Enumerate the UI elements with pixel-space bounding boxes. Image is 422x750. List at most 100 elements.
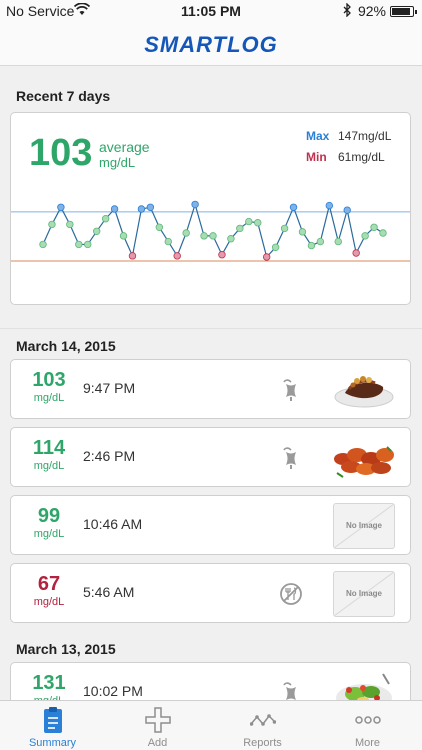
reading-unit: mg/dL (33, 596, 65, 608)
data-point (236, 224, 244, 233)
data-point (307, 241, 316, 250)
data-point (254, 219, 262, 227)
data-point (92, 227, 101, 235)
glucose-trend-chart (11, 200, 410, 262)
fasting-icon (280, 583, 302, 605)
max-value: 147mg/dL (338, 129, 392, 143)
data-point (75, 240, 83, 249)
data-point (379, 229, 387, 237)
battery-percent: 92% (357, 3, 386, 19)
data-point (48, 220, 56, 229)
ellipsis-icon (355, 716, 381, 724)
wifi-icon (74, 3, 90, 15)
data-point (66, 220, 74, 229)
reading-value: 103 (32, 369, 66, 391)
meal-photo[interactable] (333, 367, 395, 413)
data-point (200, 232, 208, 240)
tab-summary[interactable]: Summary (0, 701, 105, 750)
data-point (164, 237, 172, 246)
tab-reports[interactable]: Reports (210, 701, 315, 750)
nav-bar: SMARTLOG (0, 22, 422, 66)
no-image-icon (334, 572, 394, 616)
tab-label: More (354, 737, 381, 749)
min-label: Min (306, 150, 327, 164)
summary-chart-card[interactable]: 103 average mg/dL Max 147mg/dL Min 61mg/… (10, 112, 411, 305)
data-point (146, 203, 155, 211)
no-image-placeholder[interactable]: No Image (333, 571, 395, 617)
app-logo: SMARTLOG (144, 32, 278, 57)
reading-time: 9:47 PM (83, 380, 136, 396)
reading-unit: mg/dL (33, 460, 65, 472)
reading-row[interactable]: 67 mg/dL 5:46 AM No Image (10, 563, 411, 623)
divider (0, 328, 422, 329)
clipboard-icon (44, 707, 62, 733)
data-point (280, 224, 289, 233)
reading-value: 99 (37, 505, 61, 527)
data-point (370, 223, 378, 231)
data-point (57, 203, 65, 211)
reading-value: 114 (32, 437, 66, 459)
data-point (271, 243, 280, 251)
reading-value: 67 (37, 573, 61, 595)
data-point (155, 223, 164, 231)
data-point (325, 201, 334, 210)
bluetooth-icon (343, 3, 351, 17)
data-point (343, 206, 351, 214)
data-point (110, 205, 119, 213)
day-header: March 14, 2015 (16, 338, 116, 354)
data-point (227, 235, 235, 243)
after-meal-icon (283, 447, 296, 469)
plus-icon (145, 707, 171, 733)
data-point (262, 253, 271, 261)
reading-time: 2:46 PM (83, 448, 136, 464)
line-chart-icon (250, 714, 276, 726)
data-point (191, 200, 199, 209)
data-point (298, 228, 307, 236)
tab-label: Add (147, 737, 168, 749)
summary-section-title: Recent 7 days (16, 88, 111, 104)
data-point (84, 240, 92, 249)
reading-time: 10:02 PM (83, 683, 143, 699)
data-point (316, 237, 325, 246)
reading-unit: mg/dL (33, 392, 65, 404)
reading-time: 10:46 AM (83, 516, 143, 532)
tab-label: Reports (243, 737, 282, 749)
average-label: average (99, 139, 150, 155)
tab-add[interactable]: Add (105, 701, 210, 750)
steak-photo (333, 367, 395, 413)
reading-row[interactable]: 99 mg/dL 10:46 AM No Image (10, 495, 411, 555)
carrier-label: No Service (6, 3, 75, 19)
data-point (173, 252, 181, 260)
reading-row[interactable]: 103 mg/dL 9:47 PM (10, 359, 411, 419)
no-image-placeholder[interactable]: No Image (333, 503, 395, 549)
no-image-label: No Image (345, 589, 382, 598)
tab-bar: Summary Add Reports More (0, 700, 422, 750)
tab-label: Summary (28, 737, 77, 749)
reading-unit: mg/dL (33, 528, 65, 540)
status-bar: No Service 11:05 PM 92% (0, 0, 422, 22)
day-header: March 13, 2015 (16, 641, 116, 657)
clock: 11:05 PM (181, 3, 241, 19)
data-point (289, 203, 298, 211)
data-point (182, 229, 190, 237)
data-point (119, 232, 128, 240)
average-unit: mg/dL (99, 155, 136, 170)
reading-value: 131 (32, 672, 66, 694)
after-meal-icon (283, 379, 296, 401)
data-point (218, 251, 226, 259)
data-point (137, 205, 146, 213)
meal-photo[interactable] (333, 435, 395, 481)
no-image-icon (334, 504, 394, 548)
data-point (101, 215, 110, 223)
reading-row[interactable]: 114 mg/dL 2:46 PM (10, 427, 411, 487)
battery-icon (390, 6, 417, 17)
no-image-label: No Image (345, 521, 382, 530)
chicken-photo (333, 435, 395, 481)
data-point (209, 232, 217, 240)
max-label: Max (306, 129, 330, 143)
data-point (334, 237, 342, 246)
data-point (245, 217, 253, 226)
data-point (128, 252, 137, 260)
data-point (39, 240, 47, 249)
tab-more[interactable]: More (315, 701, 420, 750)
